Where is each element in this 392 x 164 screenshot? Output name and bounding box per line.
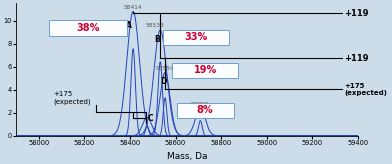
Text: 58709: 58709: [191, 102, 210, 107]
Text: B: B: [154, 35, 160, 44]
Text: A: A: [126, 21, 132, 30]
Text: +175
(expected): +175 (expected): [344, 83, 387, 96]
Text: +175
(expected): +175 (expected): [54, 91, 91, 105]
Text: E: E: [199, 108, 204, 117]
FancyBboxPatch shape: [49, 20, 127, 36]
FancyBboxPatch shape: [163, 30, 229, 45]
Text: +119: +119: [344, 9, 368, 18]
Text: 38%: 38%: [76, 23, 100, 33]
Text: 58414: 58414: [124, 5, 142, 10]
Text: C: C: [148, 114, 153, 123]
Text: 33%: 33%: [184, 32, 208, 42]
Text: +119: +119: [344, 54, 368, 63]
Text: 58533: 58533: [146, 23, 164, 28]
Text: 19%: 19%: [194, 65, 217, 75]
Text: D: D: [160, 77, 167, 86]
FancyBboxPatch shape: [172, 63, 238, 78]
Text: 8%: 8%: [197, 105, 214, 115]
FancyBboxPatch shape: [177, 103, 234, 118]
Text: 58554: 58554: [156, 66, 174, 71]
X-axis label: Mass, Da: Mass, Da: [167, 152, 207, 161]
